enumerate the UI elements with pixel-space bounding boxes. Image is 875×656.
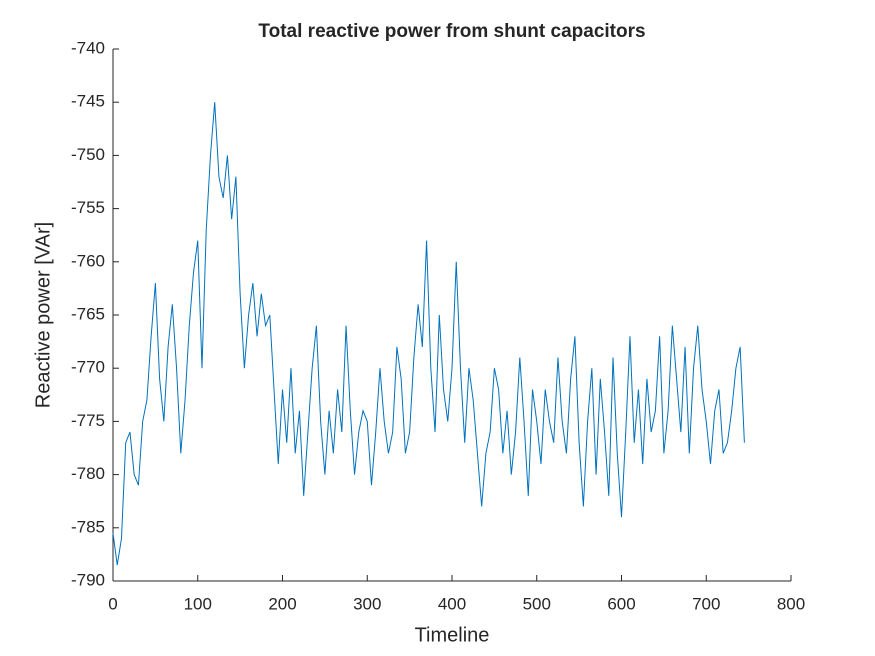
x-axis-label: Timeline bbox=[415, 624, 490, 646]
chart-title: Total reactive power from shunt capacito… bbox=[258, 21, 645, 42]
y-tick-label: -775 bbox=[71, 411, 105, 430]
x-tick-label: 300 bbox=[353, 594, 381, 613]
y-tick-label: -770 bbox=[71, 358, 105, 377]
x-tick-label: 700 bbox=[692, 594, 720, 613]
y-tick-label: -740 bbox=[71, 38, 105, 57]
data-line bbox=[112, 102, 745, 566]
x-tick-label: 0 bbox=[108, 594, 117, 613]
y-axis-label: Reactive power [VAr] bbox=[32, 222, 54, 408]
x-tick-label: 200 bbox=[268, 594, 296, 613]
x-tick-label: 400 bbox=[438, 594, 466, 613]
x-tick-label: 100 bbox=[184, 594, 212, 613]
y-tick-label: -765 bbox=[71, 304, 105, 323]
y-tick-label: -760 bbox=[71, 251, 105, 270]
y-tick-label: -780 bbox=[71, 464, 105, 483]
x-tick-label: 800 bbox=[777, 594, 805, 613]
y-tick-label: -755 bbox=[71, 198, 105, 217]
y-tick-label: -785 bbox=[71, 517, 105, 536]
x-tick-label: 500 bbox=[523, 594, 551, 613]
y-tick-label: -745 bbox=[71, 92, 105, 111]
x-tick-label: 600 bbox=[607, 594, 635, 613]
y-tick-label: -790 bbox=[71, 570, 105, 589]
y-tick-label: -750 bbox=[71, 145, 105, 164]
